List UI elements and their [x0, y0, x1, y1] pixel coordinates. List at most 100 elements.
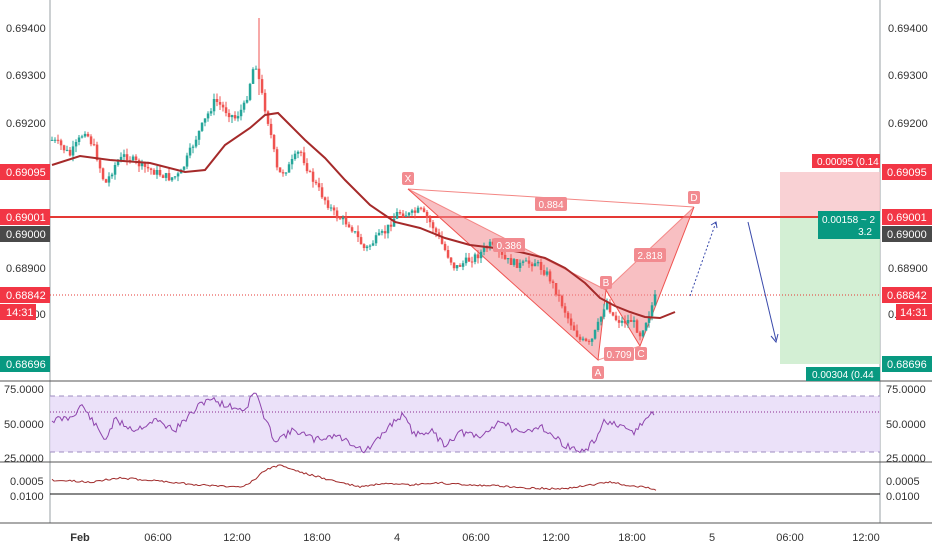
candle-body [272, 135, 276, 150]
svg-text:B: B [603, 278, 610, 289]
candle-body [350, 227, 354, 232]
svg-text:0.69000: 0.69000 [6, 229, 46, 241]
candle-body [320, 187, 324, 198]
candle-body [521, 261, 525, 263]
candle-body [398, 212, 402, 214]
price-label-level: 0.69001 [0, 209, 50, 225]
candle-body [218, 102, 222, 105]
candle-body [542, 270, 546, 275]
candle-body [107, 176, 111, 183]
candle-body [530, 263, 534, 267]
svg-text:0.709: 0.709 [606, 350, 631, 361]
candle-body [185, 155, 189, 167]
candle-body [92, 144, 96, 146]
position-target-zone [780, 172, 880, 217]
svg-text:3.2: 3.2 [858, 227, 872, 238]
candle-body [65, 149, 69, 151]
candle-body [317, 183, 321, 188]
projection-arrows [689, 221, 779, 344]
candle-body [614, 315, 618, 321]
candle-body [449, 257, 453, 263]
left-tick-label: 0.69400 [6, 23, 46, 35]
svg-text:0.884: 0.884 [538, 200, 563, 211]
candle-body [452, 262, 456, 269]
candle-body [329, 207, 333, 209]
candle-body [605, 302, 609, 310]
price-label-target: 0.69095 [0, 164, 50, 180]
candle-body [560, 295, 564, 307]
price-label-crosshair: 0.69000 [882, 226, 932, 242]
candle-body [215, 99, 219, 102]
candle-body [440, 236, 444, 244]
oscillator-axis: 0.0005 0.0100 0.0005 0.0100 [10, 476, 920, 503]
candle-body [368, 245, 372, 247]
candle-body [569, 318, 573, 326]
ratio-xb-label: 0.386 [493, 238, 525, 252]
candle-body [68, 149, 72, 156]
candle-body [62, 145, 66, 151]
candle-body [197, 130, 201, 140]
candle-body [464, 257, 468, 264]
rsi-line [51, 392, 655, 454]
rsi-tick-label: 25.0000 [886, 453, 926, 465]
candle-body [545, 271, 549, 275]
candle-body [626, 320, 630, 324]
position-tool[interactable] [780, 172, 880, 364]
candle-body [458, 265, 462, 267]
candle-body [509, 258, 513, 265]
candle-body [203, 118, 207, 123]
price-label-stop: 0.68696 [882, 356, 932, 372]
price-label-countdown: 14:31 [896, 304, 932, 320]
candle-body [242, 102, 246, 110]
candle-body [254, 68, 258, 70]
candle-body [503, 254, 507, 260]
candle-body [332, 207, 336, 211]
rsi-band [50, 396, 880, 452]
oscillator-line [51, 464, 657, 491]
candle-body [89, 136, 93, 145]
point-c-label: C [635, 347, 647, 360]
candle-body [221, 104, 225, 108]
candle-body [425, 211, 429, 218]
candle-body [296, 151, 300, 154]
svg-text:0.00304 (0.44: 0.00304 (0.44 [812, 370, 874, 381]
price-label-target: 0.69095 [882, 164, 932, 180]
candle-body [245, 99, 249, 103]
right-tick-label: 0.69300 [888, 70, 928, 82]
left-price-labels: 0.69095 0.69001 0.69000 0.68842 14:31 0.… [0, 164, 50, 372]
candle-body [194, 139, 198, 147]
candle-body [374, 235, 378, 244]
ratio-ac-label: 0.709 [604, 347, 634, 361]
projection-up-arrow [689, 221, 717, 297]
candle-body [557, 294, 561, 296]
candle-body [395, 212, 399, 219]
price-label-current: 0.68842 [882, 287, 932, 303]
osc-tick-label: 0.0100 [10, 491, 44, 503]
position-labels: 0.00095 (0.14 0.00158 ~ 2 3.2 0.00304 (0… [806, 154, 880, 381]
svg-text:C: C [637, 349, 644, 360]
svg-text:0.00095 (0.14: 0.00095 (0.14 [817, 157, 879, 168]
candle-body [278, 167, 282, 173]
time-tick-label: 12:00 [223, 532, 251, 544]
candle-body [269, 123, 273, 135]
candle-body [200, 122, 204, 131]
candle-body [119, 156, 123, 162]
candle-body [476, 254, 480, 259]
right-tick-label: 0.69400 [888, 23, 928, 35]
left-tick-label: 0.69200 [6, 118, 46, 130]
time-tick-label: 18:00 [303, 532, 331, 544]
candle-body [134, 156, 138, 160]
candle-body [281, 172, 285, 174]
candle-body [314, 181, 318, 184]
svg-text:0.68842: 0.68842 [887, 290, 927, 302]
candle-body [392, 218, 396, 227]
candle-body [473, 254, 477, 262]
projection-down-arrowhead [770, 333, 779, 344]
candles [50, 18, 657, 346]
candle-body [653, 294, 657, 306]
osc-tick-label: 0.0005 [10, 476, 44, 488]
candle-body [515, 259, 519, 268]
candle-body [506, 258, 510, 260]
